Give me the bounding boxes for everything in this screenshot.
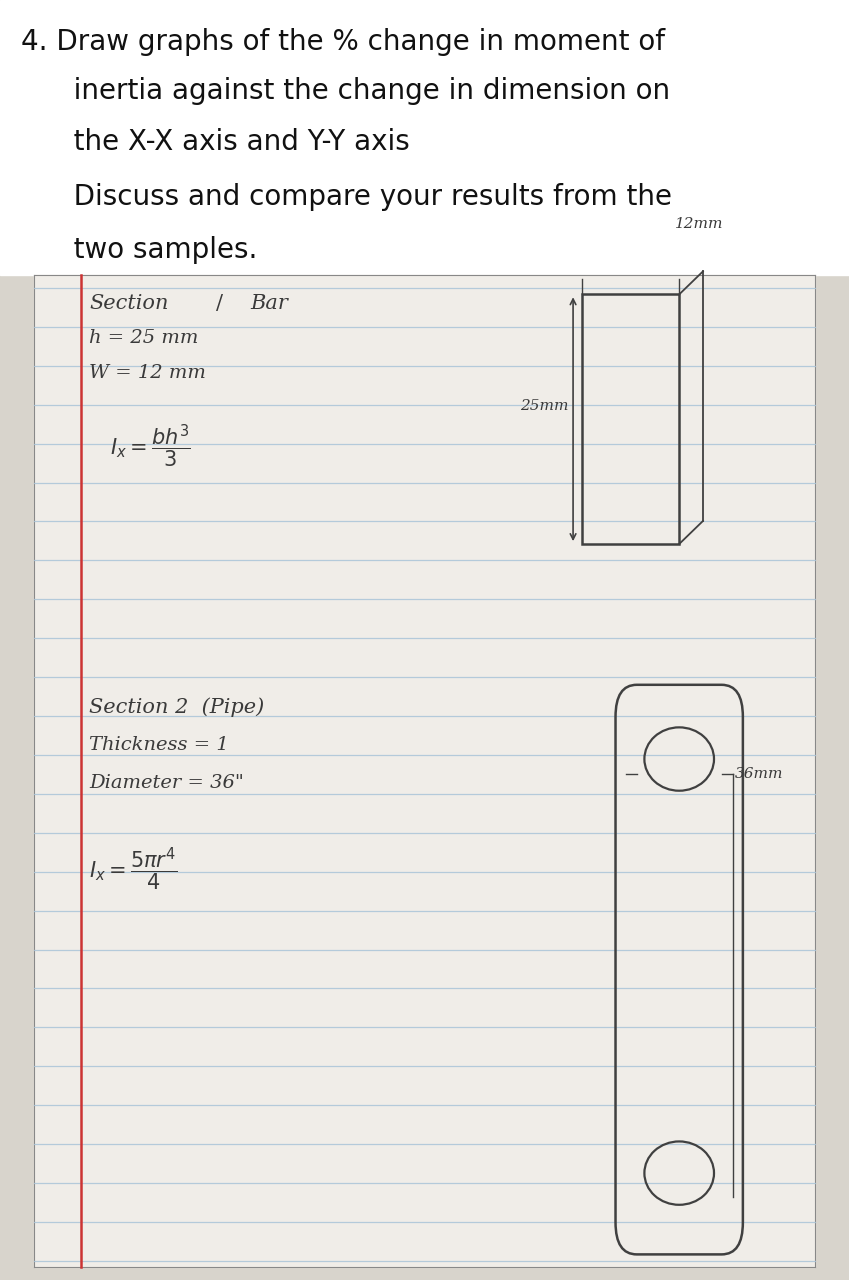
Text: Section 2  (Pipe): Section 2 (Pipe) (89, 698, 264, 717)
Text: 36mm: 36mm (734, 768, 783, 781)
Text: 25mm: 25mm (520, 399, 569, 413)
Text: 4. Draw graphs of the % change in moment of: 4. Draw graphs of the % change in moment… (21, 28, 666, 56)
Bar (582, 294, 679, 544)
Text: h = 25 mm: h = 25 mm (89, 329, 199, 347)
Bar (0, 0, 849, 275)
Text: Bar: Bar (250, 294, 289, 314)
Text: /: / (216, 294, 223, 314)
Text: two samples.: two samples. (47, 236, 257, 264)
Text: 12mm: 12mm (675, 218, 723, 230)
Bar (34, 275, 815, 1267)
Text: $I_x = \dfrac{5\pi r^4}{4}$: $I_x = \dfrac{5\pi r^4}{4}$ (89, 845, 177, 892)
Text: Discuss and compare your results from the: Discuss and compare your results from th… (47, 183, 672, 211)
Text: the X-X axis and Y-Y axis: the X-X axis and Y-Y axis (47, 128, 409, 156)
Text: Section: Section (89, 294, 169, 314)
Text: Thickness = 1: Thickness = 1 (89, 736, 229, 754)
Text: $I_x = \dfrac{bh^3}{3}$: $I_x = \dfrac{bh^3}{3}$ (110, 422, 191, 470)
Text: W = 12 mm: W = 12 mm (89, 364, 206, 381)
Text: Diameter = 36": Diameter = 36" (89, 774, 244, 792)
Text: inertia against the change in dimension on: inertia against the change in dimension … (47, 77, 670, 105)
